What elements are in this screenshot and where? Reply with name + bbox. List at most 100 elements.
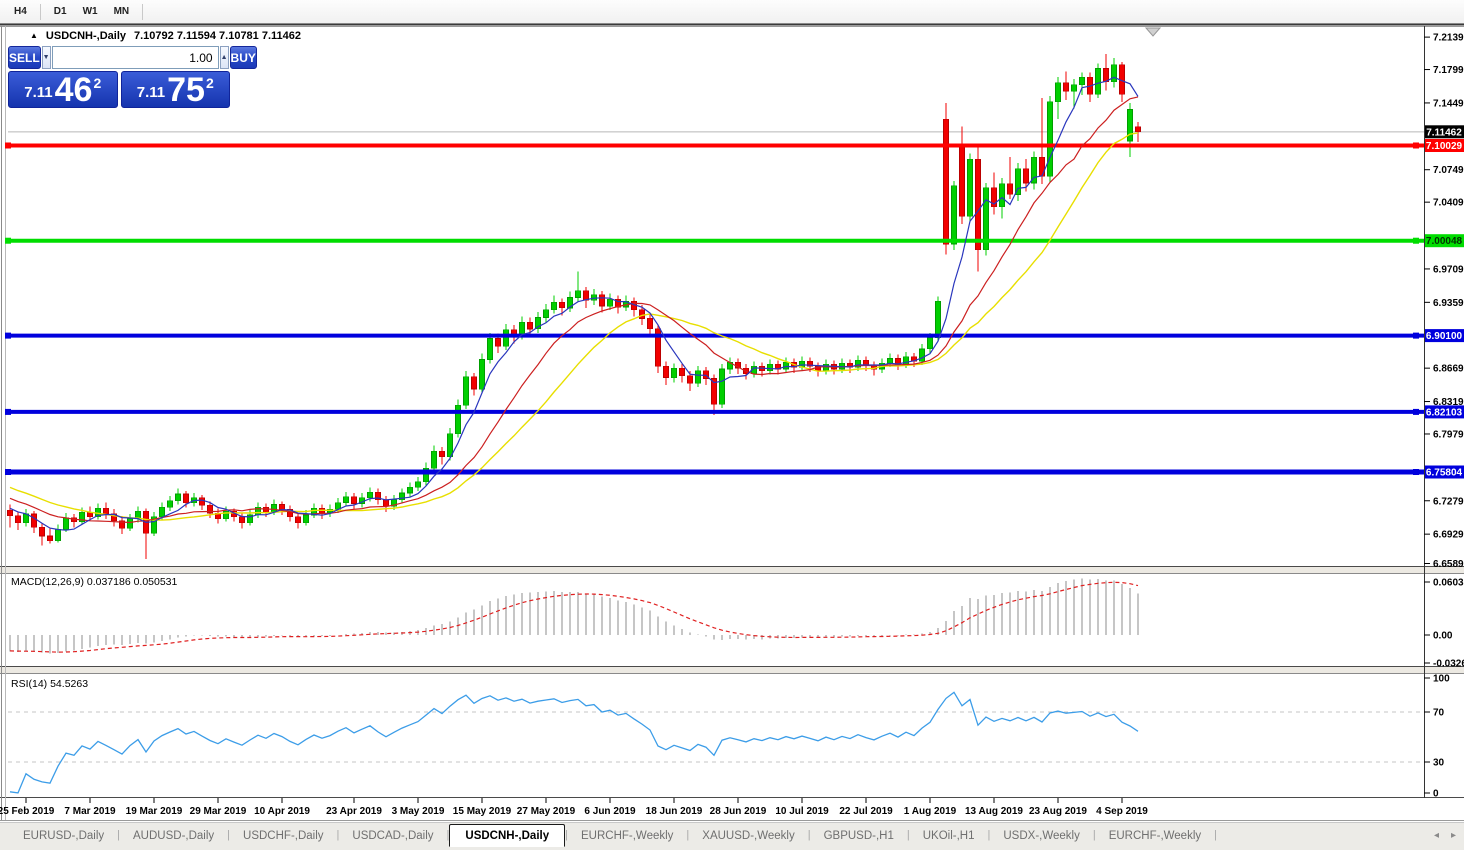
svg-text:28 Jun 2019: 28 Jun 2019 <box>710 806 767 817</box>
tab-usdx-weekly[interactable]: USDX-,Weekly <box>1003 830 1080 842</box>
chart-ohlc-values: 7.10792 7.11594 7.10781 7.11462 <box>134 29 302 42</box>
svg-text:6.90100: 6.90100 <box>1426 331 1463 342</box>
tab-gbpusd-h1[interactable]: GBPUSD-,H1 <box>823 830 894 842</box>
svg-text:23 Aug 2019: 23 Aug 2019 <box>1029 806 1087 817</box>
svg-text:7 Mar 2019: 7 Mar 2019 <box>64 806 116 817</box>
buy-button[interactable]: BUY <box>229 46 257 69</box>
svg-text:19 Mar 2019: 19 Mar 2019 <box>126 806 183 817</box>
svg-text:6.97090: 6.97090 <box>1433 264 1464 275</box>
tab-audusd-daily[interactable]: AUDUSD-,Daily <box>133 830 215 842</box>
sell-price-display[interactable]: 7.11 46 2 <box>8 71 118 108</box>
tab-separator: | <box>686 829 690 841</box>
tab-scroll-arrows: ◂ ▸ <box>1434 831 1456 841</box>
svg-text:6.79790: 6.79790 <box>1433 429 1464 440</box>
tab-eurchf-weekly[interactable]: EURCHF-,Weekly <box>580 830 674 842</box>
timeframe-button-w1[interactable]: W1 <box>82 6 98 17</box>
volume-decrease-button[interactable]: ▼ <box>41 46 51 69</box>
tab-scroll-left-icon[interactable]: ◂ <box>1433 830 1439 841</box>
tab-scroll-right-icon[interactable]: ▸ <box>1450 830 1456 841</box>
tab-separator: | <box>117 829 121 841</box>
svg-text:6.83190: 6.83190 <box>1433 397 1464 408</box>
svg-text:7.00048: 7.00048 <box>1426 236 1463 247</box>
tab-xauusd-weekly[interactable]: XAUUSD-,Weekly <box>702 830 795 842</box>
collapse-triangle-icon: ▲ <box>30 31 38 40</box>
volume-increase-button[interactable]: ▲ <box>219 46 229 69</box>
svg-text:29 Mar 2019: 29 Mar 2019 <box>190 806 247 817</box>
tab-usdchf-daily[interactable]: USDCHF-,Daily <box>243 830 324 842</box>
tab-usdcnh-daily[interactable]: USDCNH-,Daily <box>449 824 566 847</box>
chart-tab-bar: EURUSD-,Daily | AUDUSD-,Daily | USDCHF-,Dail… <box>0 822 1464 850</box>
svg-text:23 Apr 2019: 23 Apr 2019 <box>326 806 382 817</box>
tab-eurchf-weekly[interactable]: EURCHF-,Weekly <box>1108 830 1202 842</box>
svg-text:6.93590: 6.93590 <box>1433 298 1464 309</box>
svg-text:10 Jul 2019: 10 Jul 2019 <box>775 806 829 817</box>
svg-text:100: 100 <box>1433 674 1450 685</box>
svg-text:7.07490: 7.07490 <box>1433 165 1464 176</box>
moving-averages-layer <box>9 76 1139 531</box>
date-axis: 25 Feb 2019 7 Mar 2019 19 Mar 2019 29 Mar 2… <box>0 798 1148 817</box>
svg-text:6.75804: 6.75804 <box>1426 468 1463 479</box>
svg-text:0.00: 0.00 <box>1433 631 1453 642</box>
tab-separator: | <box>336 829 340 841</box>
tab-separator: | <box>1214 829 1217 841</box>
svg-text:6.69290: 6.69290 <box>1433 530 1464 541</box>
price-axis: 7.21390 7.17990 7.14490 7.07490 7.04090 6.970… <box>1424 33 1464 570</box>
svg-text:7.14490: 7.14490 <box>1433 98 1464 109</box>
svg-text:7.21390: 7.21390 <box>1433 33 1464 44</box>
macd-signal-line <box>9 581 1139 653</box>
chart-shift-marker-icon[interactable] <box>1144 27 1162 37</box>
tab-separator: | <box>807 829 811 841</box>
buy-price-prefix: 7.11 <box>136 84 166 101</box>
timeframe-button-h4[interactable]: H4 <box>14 6 27 17</box>
tab-usdcad-daily[interactable]: USDCAD-,Daily <box>352 830 434 842</box>
horizontal-line-objects[interactable] <box>5 142 1424 476</box>
rsi-level-lines <box>8 711 1424 763</box>
svg-text:15 May 2019: 15 May 2019 <box>453 806 512 817</box>
tab-separator: | <box>227 829 231 841</box>
tab-separator: | <box>565 829 568 841</box>
buy-price-pips: 75 <box>167 71 205 109</box>
tab-separator: | <box>987 829 991 841</box>
svg-text:6.82103: 6.82103 <box>1426 407 1463 418</box>
svg-text:30: 30 <box>1433 758 1445 769</box>
chart-canvas: 7.21390 7.17990 7.14490 7.07490 7.04090 6.970… <box>0 23 1464 822</box>
timeframe-button-d1[interactable]: D1 <box>53 6 67 17</box>
one-click-trade-panel: SELL ▼ ▲ BUY 7.11 46 2 7.11 75 2 <box>8 46 257 109</box>
svg-text:1 Aug 2019: 1 Aug 2019 <box>904 806 957 817</box>
rsi-line <box>9 691 1139 794</box>
svg-text:10 Apr 2019: 10 Apr 2019 <box>254 806 310 817</box>
svg-text:7.11462: 7.11462 <box>1426 127 1462 138</box>
svg-text:6.72790: 6.72790 <box>1433 496 1464 507</box>
buy-price-point: 2 <box>205 75 214 91</box>
toolbar-separator <box>142 3 144 20</box>
svg-text:4 Sep 2019: 4 Sep 2019 <box>1096 806 1148 817</box>
svg-text:0.060317: 0.060317 <box>1433 578 1464 589</box>
svg-text:18 Jun 2019: 18 Jun 2019 <box>646 806 703 817</box>
tab-separator: | <box>446 829 450 841</box>
tab-separator: | <box>906 829 910 841</box>
svg-text:-0.032648: -0.032648 <box>1433 659 1464 670</box>
svg-text:7.10029: 7.10029 <box>1426 141 1463 152</box>
sell-button[interactable]: SELL <box>8 46 41 69</box>
buy-price-display[interactable]: 7.11 75 2 <box>120 71 230 109</box>
svg-text:7.17990: 7.17990 <box>1433 65 1464 76</box>
svg-text:6.86690: 6.86690 <box>1433 364 1464 375</box>
tab-eurusd-daily[interactable]: EURUSD-,Daily <box>23 830 105 842</box>
volume-input[interactable] <box>51 46 219 69</box>
svg-text:3 May 2019: 3 May 2019 <box>392 806 445 817</box>
svg-text:0: 0 <box>1433 789 1439 800</box>
sell-price-pips: 46 <box>54 71 93 109</box>
sell-price-point: 2 <box>93 75 102 91</box>
macd-axis: 0.060317 0.00 -0.032648 <box>1424 578 1464 670</box>
chart-title: ▲ USDCNH-,Daily 7.10792 7.11594 7.10781 … <box>30 28 301 43</box>
chart-background <box>0 23 1464 822</box>
chart-symbol-label: USDCNH-,Daily <box>45 29 126 42</box>
tab-separator: | <box>1092 829 1096 841</box>
svg-text:7.04090: 7.04090 <box>1433 198 1464 209</box>
price-badges: 7.11462 7.10029 7.00048 6.90100 6.82103 6.758… <box>1425 125 1464 479</box>
svg-text:22 Jul 2019: 22 Jul 2019 <box>839 806 893 817</box>
tab-ukoil-h1[interactable]: UKOil-,H1 <box>922 830 975 842</box>
timeframe-button-mn[interactable]: MN <box>113 6 130 17</box>
toolbar-separator <box>39 3 41 20</box>
